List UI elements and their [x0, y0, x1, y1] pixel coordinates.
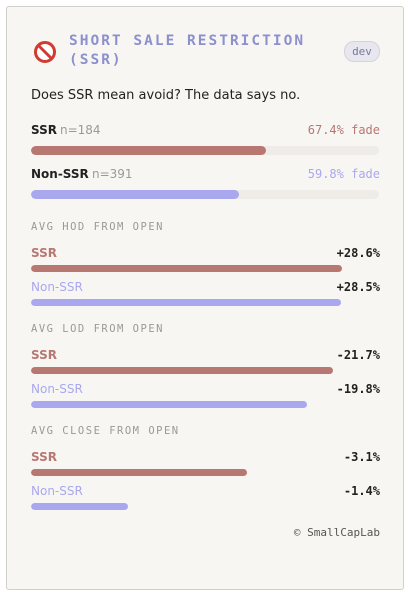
- value-label: 59.8% fade: [307, 167, 380, 181]
- sample-size: n=391: [92, 167, 133, 181]
- row-label: SSR: [31, 246, 57, 260]
- bar: [31, 401, 307, 408]
- value-label: -19.8%: [336, 382, 380, 396]
- row-label: Non-SSR: [31, 382, 83, 396]
- row-label: SSR: [31, 450, 57, 464]
- row-label: Non-SSR: [31, 280, 83, 294]
- bar-track: [31, 367, 379, 374]
- bar: [31, 503, 129, 510]
- footer: © SmallCapLab: [293, 526, 380, 539]
- section-title: AVG HOD FROM OPEN: [31, 221, 164, 233]
- badge[interactable]: dev: [344, 41, 380, 62]
- sample-size: n=184: [60, 123, 101, 137]
- bar-track: [31, 469, 379, 476]
- bar-track: [31, 401, 379, 408]
- bar-track: [31, 299, 379, 306]
- value-label: 67.4% fade: [307, 123, 380, 137]
- bar-track: [31, 503, 379, 510]
- no-icon: [34, 41, 56, 63]
- row-label: Non-SSR: [31, 167, 89, 181]
- bar: [31, 265, 343, 272]
- row-label: SSR: [31, 348, 57, 362]
- bar-track: [31, 265, 379, 272]
- value-label: -21.7%: [336, 348, 380, 362]
- bar-track: [31, 190, 379, 199]
- bar: [31, 299, 341, 306]
- section-title: AVG CLOSE FROM OPEN: [31, 425, 180, 437]
- bar: [31, 469, 247, 476]
- bar: [31, 146, 266, 155]
- question: Does SSR mean avoid? The data says no.: [31, 88, 301, 103]
- bar: [31, 367, 334, 374]
- value-label: -3.1%: [343, 450, 380, 464]
- title: SHORT SALE RESTRICTION (SSR): [69, 33, 306, 68]
- value-label: -1.4%: [343, 484, 380, 498]
- value-label: +28.6%: [336, 246, 380, 260]
- bar: [31, 190, 240, 199]
- bar-track: [31, 146, 379, 155]
- row-label: Non-SSR: [31, 484, 83, 498]
- value-label: +28.5%: [336, 280, 380, 294]
- section-title: AVG LOD FROM OPEN: [31, 323, 164, 335]
- row-label: SSR: [31, 123, 57, 137]
- card: [6, 6, 404, 590]
